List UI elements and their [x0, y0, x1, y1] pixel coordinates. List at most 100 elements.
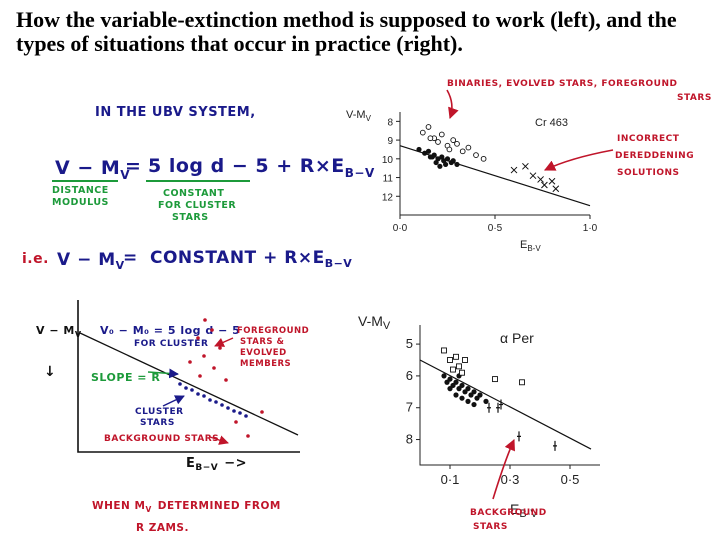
footer-line-1: WHEN MV DETERMINED FROM	[92, 500, 281, 514]
schematic-dot	[198, 374, 202, 378]
schematic-dot	[234, 420, 238, 424]
data-point-filled	[441, 373, 447, 379]
schematic-dot	[214, 400, 218, 404]
data-point-open	[454, 140, 460, 147]
data-point-errorbar	[487, 402, 491, 413]
chart-title: Cr 463	[535, 117, 568, 129]
y-tick-label: 6	[406, 368, 413, 383]
schematic-dot	[196, 336, 200, 340]
data-point-square	[519, 379, 525, 386]
data-point-open	[438, 131, 445, 138]
background-note-1: BACKGROUND	[470, 508, 547, 518]
data-point-square	[462, 357, 468, 363]
cluster-label-2: STARS	[140, 418, 175, 428]
equation-equals: =	[125, 155, 141, 177]
data-point-filled	[465, 386, 471, 392]
data-point-open	[480, 155, 487, 162]
footer-line-2: R ZAMS.	[136, 522, 189, 534]
incorrect-note-1: INCORRECT	[617, 134, 680, 144]
schematic-dot	[196, 392, 200, 396]
background-label: BACKGROUND STARS	[104, 434, 219, 444]
data-point-open	[425, 124, 432, 130]
data-point-errorbar	[496, 402, 500, 413]
schematic-dot	[203, 318, 207, 322]
chart-title: α Per	[500, 330, 534, 346]
data-point-cross	[510, 166, 518, 174]
data-point-open	[427, 135, 434, 142]
background-note-2: STARS	[473, 522, 508, 532]
schematic-dot	[244, 414, 248, 418]
foreground-arrow	[214, 337, 234, 347]
data-point-filled	[443, 161, 449, 168]
schematic-dot	[202, 354, 206, 358]
y-tick-label: 12	[382, 192, 394, 203]
schematic-dot	[212, 366, 216, 370]
schematic-ylabel: V − MV	[36, 324, 82, 339]
x-tick-label: 0·5	[561, 472, 580, 487]
fit-line	[419, 359, 592, 450]
data-point-open	[459, 148, 466, 155]
data-point-filled	[471, 401, 477, 408]
constant-label-2: FOR CLUSTER	[158, 200, 236, 211]
binaries-note: BINARIES, EVOLVED STARS, FOREGROUND	[447, 79, 678, 89]
schematic-dot	[260, 410, 264, 414]
v0-label-1: V₀ − M₀ = 5 log d − 5	[100, 324, 240, 337]
y-tick-label: 11	[383, 174, 394, 185]
background-arrow	[209, 435, 229, 445]
ie-equals: =	[123, 248, 138, 268]
x-tick-label: 0·1	[441, 472, 460, 487]
data-point-open	[446, 146, 453, 153]
data-point-filled	[447, 376, 453, 382]
schematic-dot	[226, 406, 230, 410]
ubv-system-text: IN THE UBV SYSTEM,	[95, 105, 256, 120]
schematic-dot	[218, 346, 222, 350]
y-tick-label: 10	[382, 155, 394, 166]
incorrect-arrow	[543, 149, 614, 171]
incorrect-note-2: DEREDDENING	[615, 151, 694, 161]
x-tick-label: 0·3	[501, 472, 520, 487]
x-axis-label: EB-V	[520, 239, 541, 253]
data-point-open	[419, 129, 426, 136]
equation-lhs: V − MV	[55, 157, 130, 182]
schematic-dot	[208, 398, 212, 402]
y-tick-label: 9	[387, 136, 393, 147]
data-point-filled	[450, 158, 456, 164]
foreground-label-2: STARS &	[240, 337, 284, 347]
data-point-filled	[416, 146, 422, 153]
data-point-filled	[433, 159, 439, 166]
cluster-label-1: CLUSTER	[135, 407, 184, 417]
data-point-open	[465, 144, 472, 151]
schematic-dot	[224, 378, 228, 382]
equation-rhs: 5 log d − 5 + R×EB−V	[148, 155, 375, 180]
binaries-note-2: STARS	[677, 93, 712, 103]
data-point-cross	[529, 172, 537, 180]
constant-label-3: STARS	[172, 212, 209, 223]
data-point-filled	[477, 392, 483, 398]
data-point-cross	[548, 177, 556, 185]
data-point-filled	[425, 148, 432, 154]
data-point-filled	[465, 398, 471, 404]
data-point-square	[447, 357, 453, 363]
data-point-cross	[537, 176, 544, 183]
schematic-dot	[202, 394, 206, 398]
down-arrow-icon: ↓	[44, 364, 56, 380]
schematic-dot	[190, 388, 194, 392]
incorrect-note-3: SOLUTIONS	[617, 168, 680, 178]
data-point-cross	[522, 162, 529, 170]
data-point-square	[441, 347, 447, 354]
cluster-arrow	[162, 395, 185, 407]
data-point-square	[456, 363, 462, 370]
slope-label: SLOPE = R	[91, 371, 160, 384]
schematic-dot	[188, 360, 192, 364]
chart-axes	[419, 325, 600, 466]
schematic-cluster-dots	[178, 382, 248, 418]
schematic-xlabel: EB−V −>	[186, 456, 247, 473]
data-point-open	[450, 137, 457, 143]
data-point-filled	[444, 156, 451, 162]
schematic-dot	[184, 386, 188, 390]
slope-arrow	[147, 368, 179, 379]
data-point-filled	[427, 154, 433, 160]
data-point-filled	[459, 395, 465, 401]
